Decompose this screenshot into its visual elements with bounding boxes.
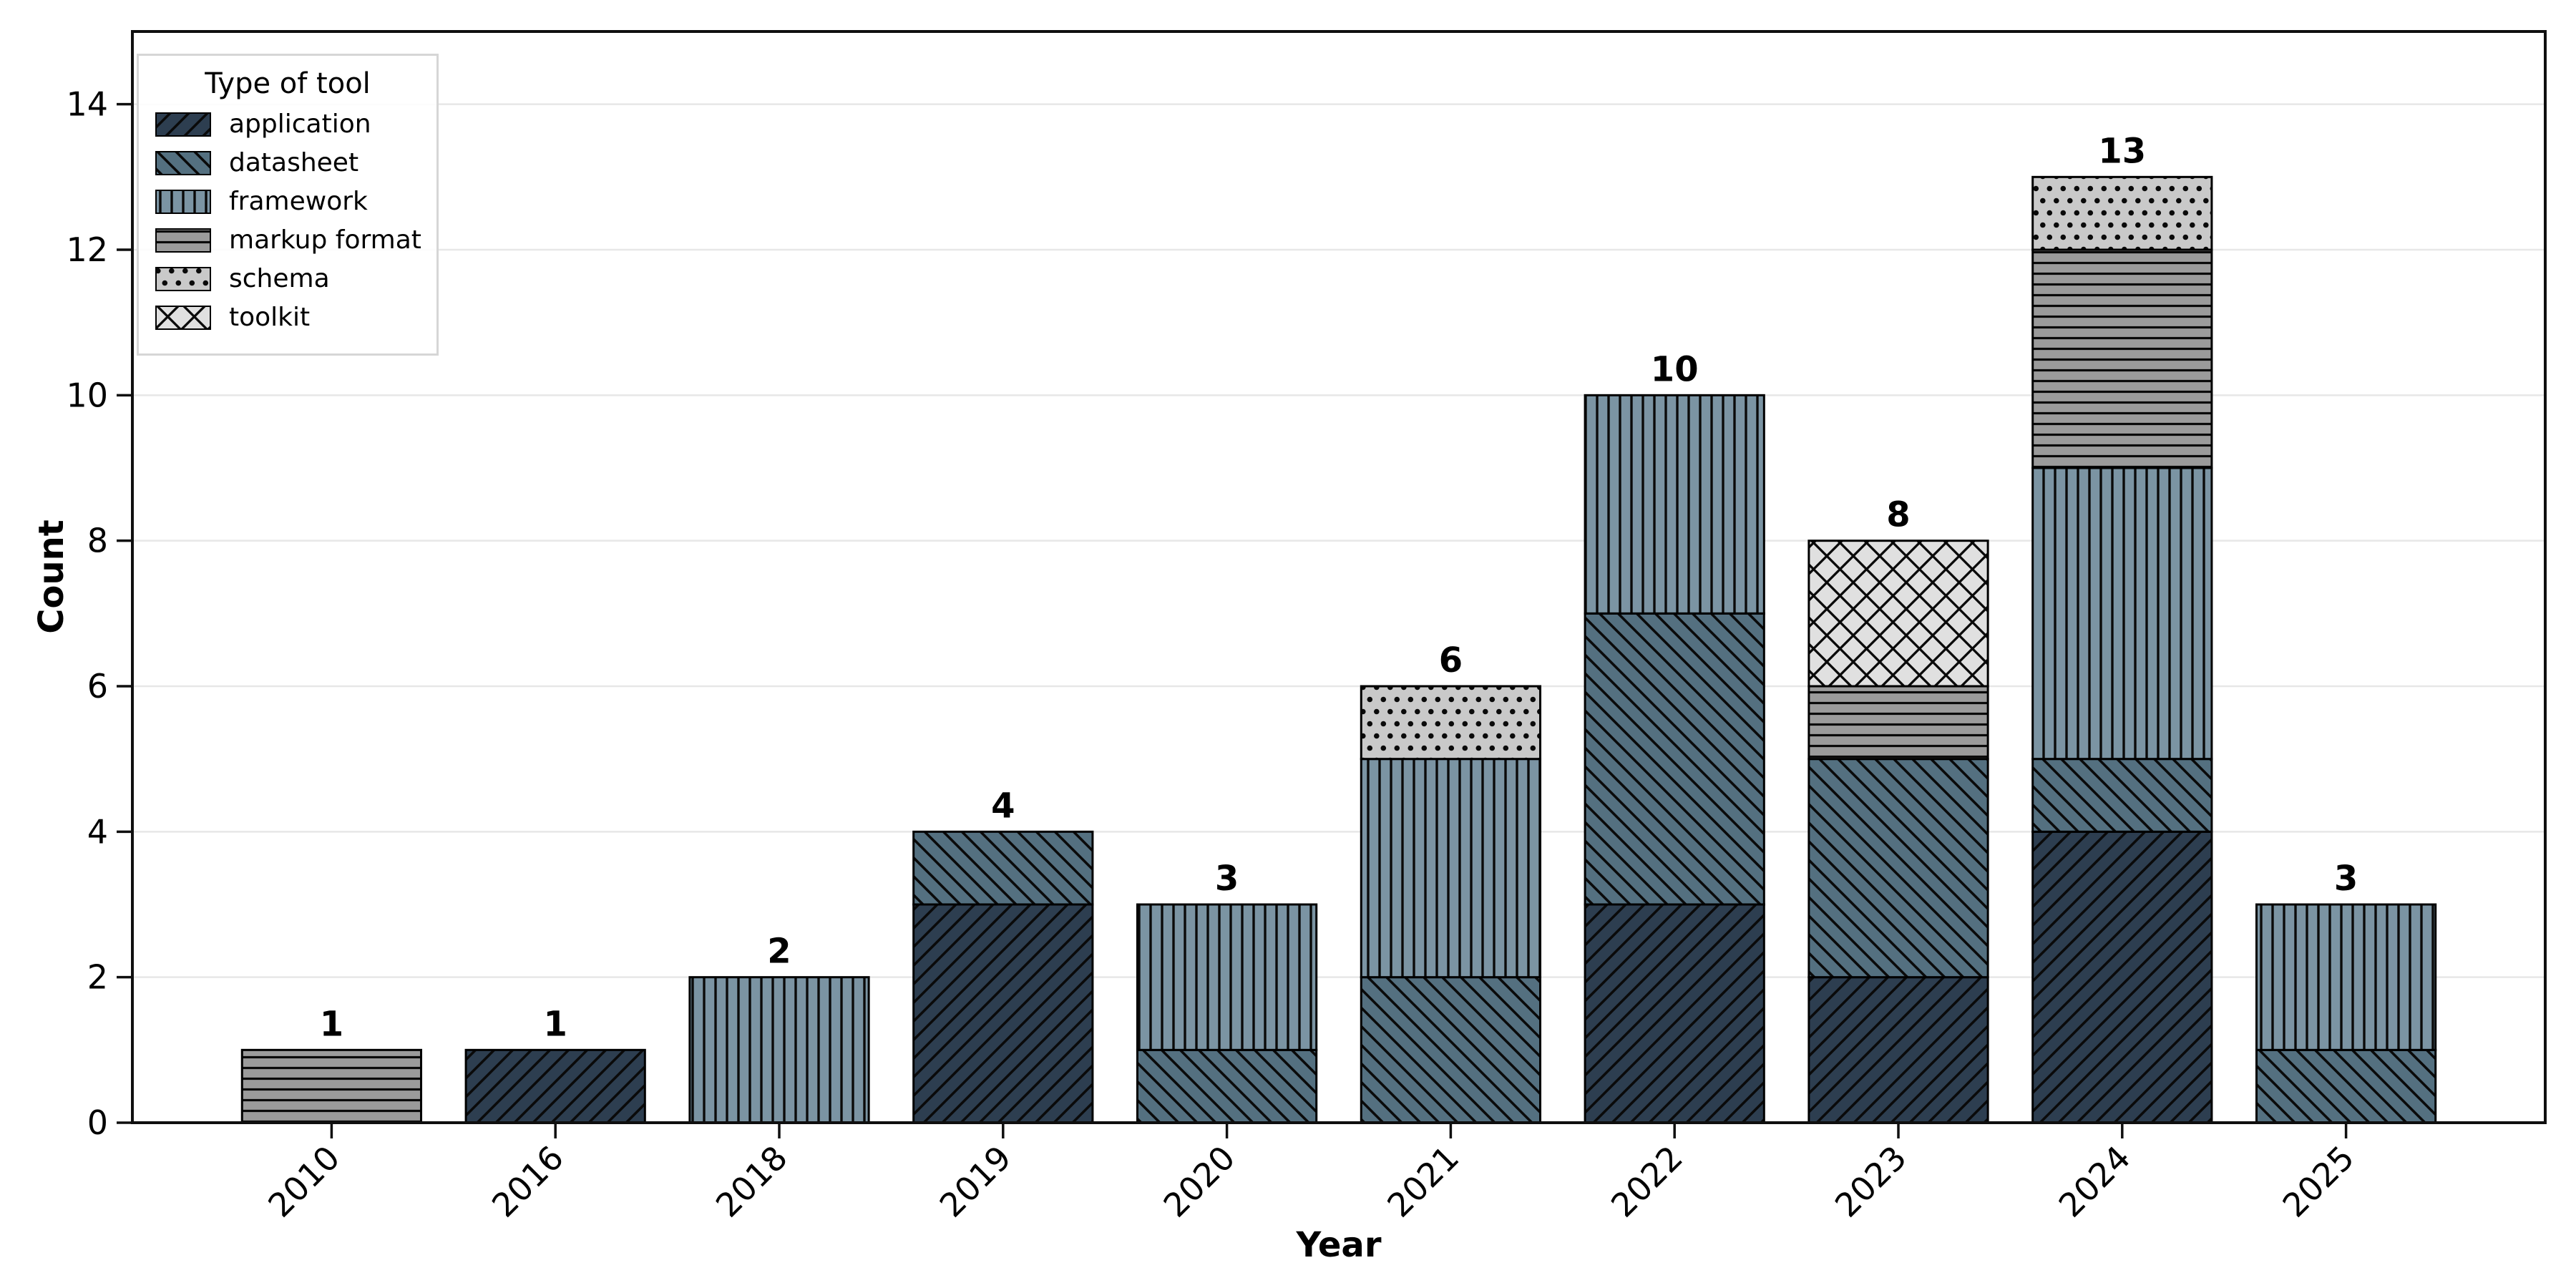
bar-segment-markup-format-2023	[1807, 685, 1989, 761]
bar-segment-application-2022	[1584, 903, 1765, 1124]
bar-segment-datasheet-2020	[1136, 1048, 1318, 1124]
y-tick-label: 0	[87, 1103, 108, 1142]
x-tick-label-2025: 2025	[2275, 1138, 2361, 1225]
bar-total-label-2019: 4	[991, 786, 1015, 826]
bar-total-label-2016: 1	[543, 1004, 567, 1044]
y-axis-label: Count	[31, 519, 72, 634]
legend-item-label: datasheet	[229, 148, 359, 178]
bar-segment-application-2016	[464, 1048, 646, 1124]
bar-total-label-2023: 8	[1886, 495, 1910, 535]
bar-segment-toolkit-2023	[1807, 540, 1989, 688]
x-tick-label-2024: 2024	[2051, 1138, 2138, 1225]
bar-segment-datasheet-2022	[1584, 612, 1765, 906]
y-tick-label: 12	[66, 230, 108, 269]
y-tick-label: 4	[87, 812, 108, 851]
bar-segment-datasheet-2019	[912, 830, 1094, 906]
y-tick-label: 2	[87, 958, 108, 997]
bar-segment-framework-2020	[1136, 903, 1318, 1051]
legend-item-datasheet: datasheet	[155, 149, 421, 177]
y-tick-label: 10	[66, 376, 108, 414]
legend-swatch-markup-format	[155, 228, 211, 253]
x-tick-label-2010: 2010	[260, 1138, 347, 1225]
legend-swatch-datasheet	[155, 151, 211, 175]
x-tick-label-2016: 2016	[484, 1138, 571, 1225]
x-tick-label-2020: 2020	[1156, 1138, 1242, 1225]
y-tick-label: 14	[66, 85, 108, 124]
bar-total-label-2024: 13	[2098, 131, 2146, 171]
x-axis-label: Year	[1296, 1225, 1382, 1265]
legend-item-schema: schema	[155, 265, 421, 293]
legend-item-markup-format: markup format	[155, 226, 421, 255]
bar-total-label-2018: 2	[767, 932, 791, 972]
legend-swatch-toolkit	[155, 306, 211, 330]
y-tick-label: 6	[87, 667, 108, 706]
bar-total-label-2025: 3	[2334, 859, 2358, 899]
legend-item-label: application	[229, 109, 371, 140]
legend-item-toolkit: toolkit	[155, 303, 421, 332]
x-tick-label-2018: 2018	[708, 1138, 795, 1225]
bar-segment-framework-2018	[688, 976, 870, 1124]
bar-segment-framework-2024	[2031, 467, 2213, 761]
y-tick-label: 8	[87, 522, 108, 560]
bar-segment-framework-2025	[2255, 903, 2437, 1051]
legend-item-label: markup format	[229, 225, 421, 255]
bar-segment-datasheet-2024	[2031, 758, 2213, 833]
bar-segment-framework-2022	[1584, 394, 1765, 615]
bar-segment-datasheet-2025	[2255, 1048, 2437, 1124]
legend-swatch-framework	[155, 190, 211, 214]
bar-segment-schema-2024	[2031, 175, 2213, 251]
plot-spines	[131, 30, 2547, 1124]
bar-segment-markup-format-2010	[240, 1048, 423, 1124]
bar-segment-application-2019	[912, 903, 1094, 1124]
legend-item-framework: framework	[155, 187, 421, 216]
bar-segment-datasheet-2021	[1360, 976, 1542, 1124]
legend-items: application datasheet framework markup form…	[155, 110, 421, 332]
legend-title: Type of tool	[205, 67, 371, 100]
x-tick-label-2019: 2019	[932, 1138, 1019, 1225]
x-tick-label-2023: 2023	[1828, 1138, 1914, 1225]
bar-segment-schema-2021	[1360, 685, 1542, 761]
legend-item-label: schema	[229, 264, 330, 294]
x-tick-label-2021: 2021	[1380, 1138, 1466, 1225]
x-tick-label-2022: 2022	[1604, 1138, 1690, 1225]
bar-total-label-2010: 1	[320, 1004, 343, 1044]
legend: Type of tool application datasheet framewo…	[137, 54, 439, 356]
legend-swatch-application	[155, 112, 211, 137]
legend-swatch-schema	[155, 267, 211, 291]
bar-segment-markup-format-2024	[2031, 248, 2213, 469]
bar-segment-datasheet-2023	[1807, 758, 1989, 979]
bar-total-label-2021: 6	[1439, 640, 1463, 680]
legend-item-label: toolkit	[229, 303, 311, 333]
bar-segment-framework-2021	[1360, 758, 1542, 979]
legend-item-label: framework	[229, 187, 368, 217]
bar-segment-application-2024	[2031, 830, 2213, 1124]
legend-item-application: application	[155, 110, 421, 139]
bar-total-label-2022: 10	[1651, 349, 1699, 389]
bar-segment-application-2023	[1807, 976, 1989, 1124]
bar-total-label-2020: 3	[1215, 859, 1239, 899]
